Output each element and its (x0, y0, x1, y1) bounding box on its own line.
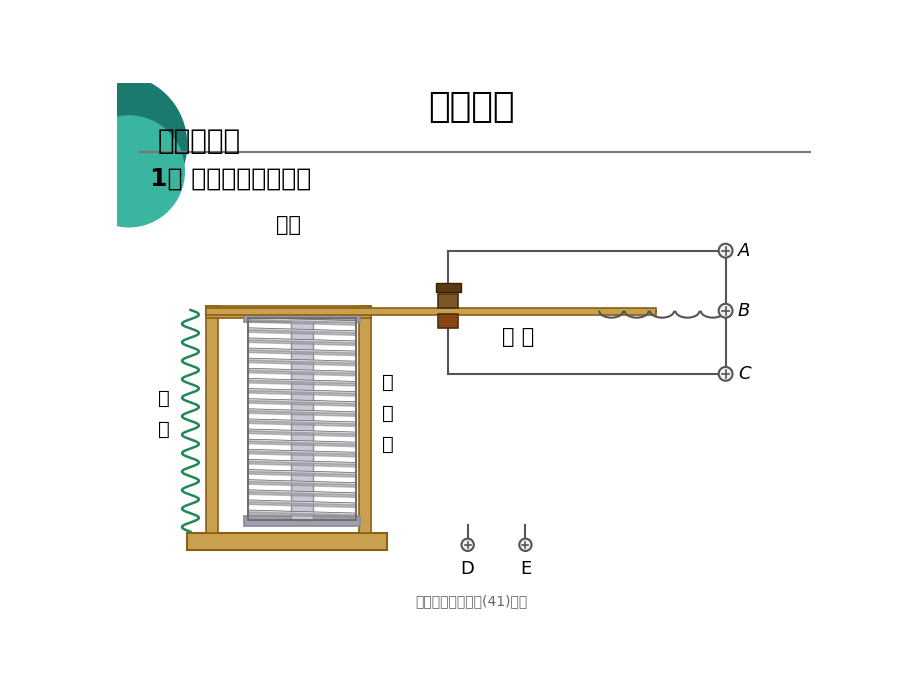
Bar (438, 294, 458, 308)
Bar (248, 317, 356, 520)
Text: 触 点: 触 点 (502, 327, 534, 347)
Text: C: C (737, 365, 750, 383)
Bar (206, 306, 218, 533)
Bar (244, 515, 359, 526)
Bar (206, 308, 655, 315)
Text: 电磁继电器扬声器(41)课件: 电磁继电器扬声器(41)课件 (414, 594, 528, 608)
Text: 衔铁: 衔铁 (276, 215, 301, 235)
Text: 一、继电器: 一、继电器 (157, 126, 240, 155)
Bar (438, 314, 458, 328)
Bar (206, 306, 371, 318)
Circle shape (718, 304, 732, 317)
Circle shape (718, 244, 732, 257)
Text: 1、 电磁继电器的构造: 1、 电磁继电器的构造 (150, 167, 311, 191)
Circle shape (718, 367, 732, 381)
Bar (358, 306, 371, 533)
Text: 弹
簧: 弹 簧 (157, 389, 169, 439)
Bar (187, 533, 386, 550)
Text: 电
磁
铁: 电 磁 铁 (382, 373, 393, 455)
Text: E: E (519, 560, 530, 578)
Bar (291, 317, 312, 520)
Text: 新课教学: 新课教学 (427, 90, 515, 124)
Text: D: D (460, 560, 474, 578)
Text: A: A (737, 241, 750, 259)
Circle shape (461, 539, 473, 551)
Bar (436, 283, 460, 293)
Circle shape (48, 75, 187, 214)
Circle shape (518, 539, 531, 551)
Bar (244, 311, 359, 322)
Circle shape (74, 116, 184, 227)
Text: B: B (737, 302, 750, 319)
